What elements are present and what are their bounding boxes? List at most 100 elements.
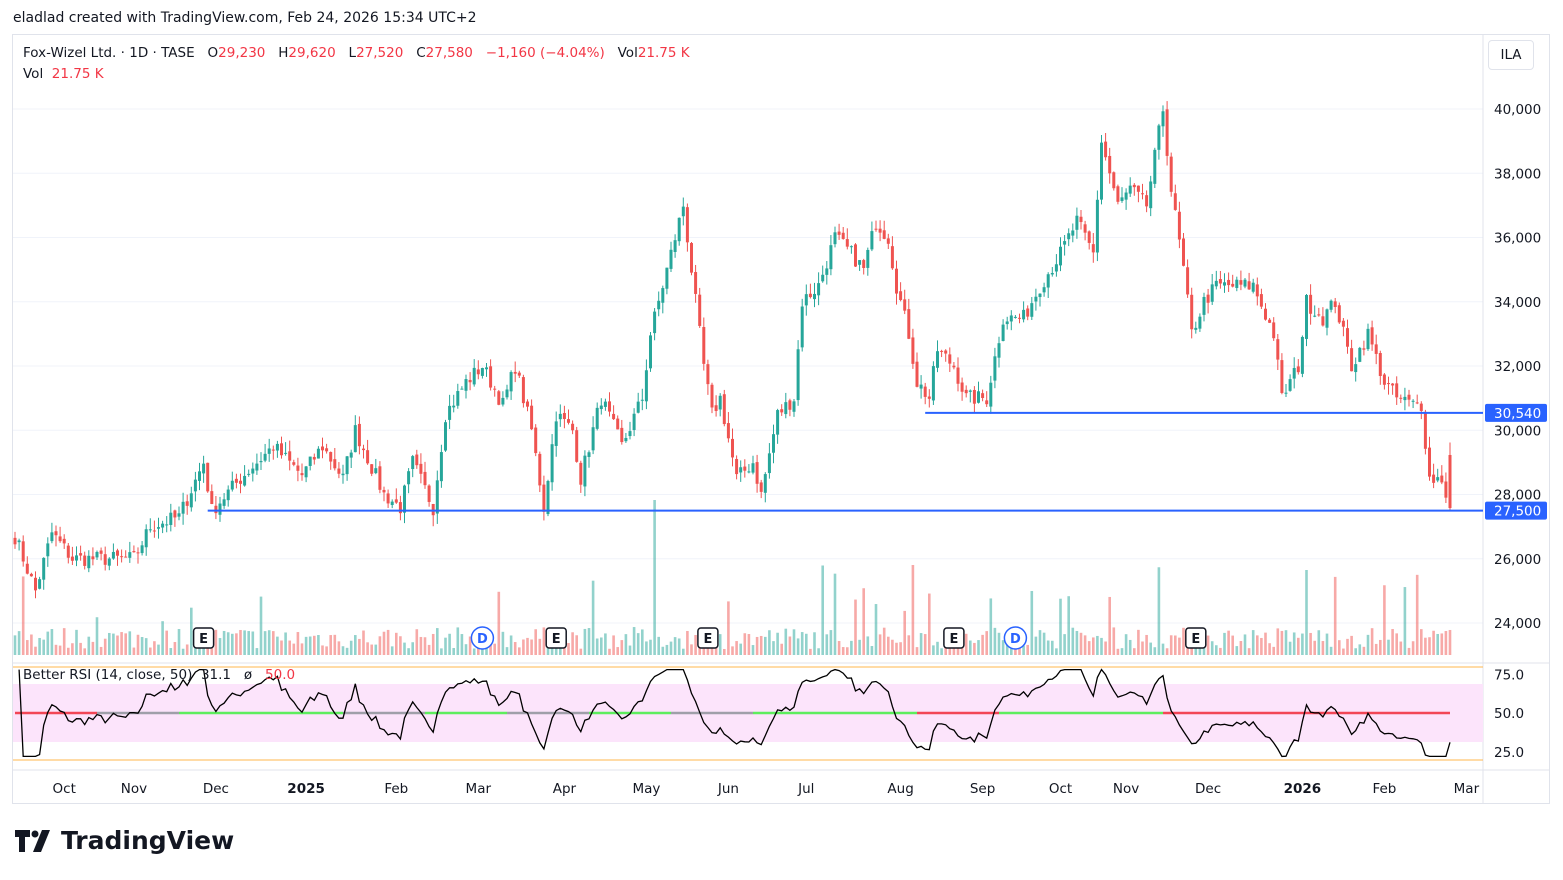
volume-bar	[665, 644, 669, 655]
volume-bar	[91, 641, 95, 655]
earnings-marker[interactable]: E	[1185, 627, 1207, 649]
close-value: 27,580	[425, 45, 473, 61]
candle	[157, 517, 160, 539]
volume-bar	[809, 648, 812, 655]
candle	[1259, 288, 1263, 310]
candle	[866, 247, 870, 276]
earnings-marker[interactable]: E	[192, 627, 215, 649]
candle-body	[1329, 300, 1333, 310]
candle	[1136, 185, 1140, 203]
rsi-name[interactable]: Better RSI (14, close, 50)	[23, 667, 193, 683]
earnings-marker[interactable]: E	[943, 627, 965, 649]
candle-body	[136, 552, 140, 554]
volume-bar	[1116, 648, 1120, 655]
candle-body	[923, 386, 927, 397]
candle	[95, 550, 99, 561]
candle	[1124, 188, 1128, 210]
candle-body	[42, 557, 46, 580]
earnings-marker[interactable]: E	[545, 627, 567, 649]
candle	[915, 352, 919, 388]
volume-bar	[1379, 639, 1382, 655]
volume-bar	[1448, 629, 1452, 655]
y-tick-label: 34,000	[1494, 295, 1541, 311]
earnings-marker[interactable]: E	[697, 627, 719, 649]
volume-bar	[399, 636, 402, 655]
volume-bar	[103, 638, 107, 655]
volume-bar	[71, 643, 74, 655]
y-tick-label: 38,000	[1494, 166, 1541, 182]
earnings-icon	[545, 627, 567, 649]
candle	[210, 484, 214, 505]
candle	[66, 543, 70, 564]
volume-bar	[444, 637, 447, 655]
candle	[1243, 277, 1247, 289]
candle	[386, 489, 390, 508]
candle	[312, 453, 316, 465]
candle	[427, 484, 431, 507]
candle	[218, 496, 222, 522]
volume-bar	[718, 634, 722, 655]
candle-body	[899, 291, 903, 301]
vol-indicator-label[interactable]: Vol	[23, 66, 44, 82]
volume-bar	[632, 627, 636, 655]
candle-body	[1387, 383, 1390, 385]
volume-bar	[899, 642, 902, 655]
candle-body	[501, 397, 505, 405]
candle-body	[1071, 230, 1075, 236]
volume-bar	[837, 641, 841, 655]
candle-body	[1120, 197, 1124, 201]
candle-body	[234, 478, 238, 483]
volume-bar	[673, 637, 677, 655]
candle-body	[1112, 172, 1116, 189]
candle-body	[1391, 383, 1395, 386]
candle-body	[817, 283, 821, 296]
dividend-marker[interactable]: D	[1003, 626, 1028, 650]
candle-body	[632, 413, 636, 430]
dividend-marker[interactable]: D	[470, 626, 495, 650]
volume-bar	[1305, 570, 1308, 655]
volume-bar	[1395, 633, 1398, 655]
candle	[1264, 303, 1267, 321]
candle-body	[1305, 294, 1308, 339]
currency-button[interactable]: ILA	[1488, 40, 1534, 70]
candle-body	[95, 551, 99, 558]
x-tick-label: Feb	[1372, 781, 1396, 797]
candle	[1321, 307, 1325, 327]
y-tick-label: 30,000	[1494, 423, 1541, 439]
candle-body	[1370, 327, 1374, 345]
candle	[452, 394, 456, 413]
candle	[599, 398, 603, 415]
candle	[259, 452, 263, 470]
candle-body	[784, 402, 788, 415]
candle	[1247, 272, 1251, 290]
candle	[1046, 272, 1050, 298]
volume-bar	[382, 631, 386, 655]
symbol-name[interactable]: Fox-Wizel Ltd. · 1D · TASE	[23, 45, 195, 61]
x-tick-label: May	[632, 781, 660, 797]
candle	[136, 547, 140, 564]
volume-bar	[263, 631, 267, 655]
candle	[1370, 320, 1374, 351]
candle-body	[1177, 211, 1181, 240]
candle	[29, 572, 33, 577]
candle	[567, 409, 570, 425]
candle-body	[718, 395, 722, 410]
candle-body	[1333, 301, 1337, 308]
tradingview-logo[interactable]: TradingView	[15, 826, 234, 855]
candle	[657, 291, 661, 317]
candle	[628, 421, 632, 440]
volume-bar	[829, 630, 833, 655]
candle-body	[1321, 316, 1325, 326]
candle-body	[1149, 181, 1153, 209]
volume-bar	[579, 648, 583, 655]
volume-bar	[1227, 630, 1230, 655]
candle-body	[193, 479, 197, 492]
volume-bar	[1067, 596, 1070, 655]
close-label: C	[416, 45, 426, 61]
volume-bar	[1046, 640, 1050, 655]
candle	[931, 361, 935, 405]
candle-body	[1190, 294, 1194, 330]
candle	[739, 460, 743, 482]
volume-bar	[468, 636, 472, 655]
